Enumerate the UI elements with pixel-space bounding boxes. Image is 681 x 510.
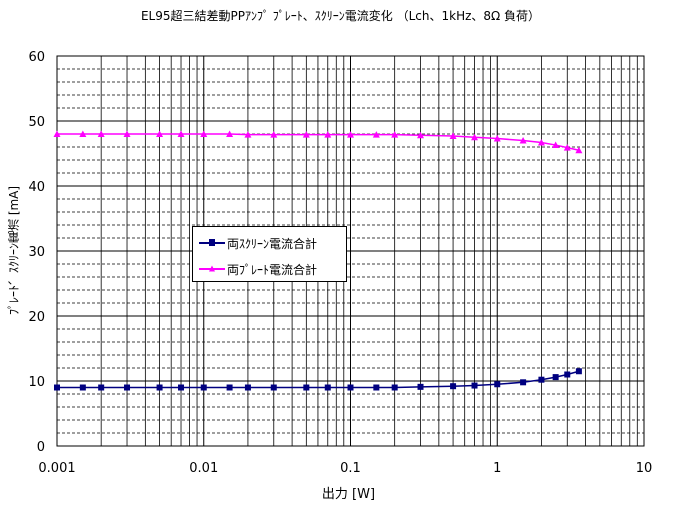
legend-label-screen: 両ｽｸﾘｰﾝ電流合計 bbox=[227, 236, 318, 251]
data-point-plate bbox=[123, 130, 131, 137]
data-point-screen bbox=[54, 384, 60, 391]
data-point-screen bbox=[494, 381, 501, 388]
y-tick-label: 20 bbox=[28, 310, 45, 325]
legend-label-plate: 両ﾌﾟﾚｰﾄ電流合計 bbox=[227, 262, 318, 277]
x-tick-label: 0.001 bbox=[38, 461, 75, 476]
tick-layer: 0 10 20 30 40 50 60 0.001 0.01 0.1 1 10 bbox=[28, 50, 652, 476]
data-point-plate bbox=[270, 131, 278, 138]
data-point-plate bbox=[177, 130, 185, 137]
y-tick-label: 10 bbox=[28, 375, 45, 390]
y-tick-label: 60 bbox=[28, 50, 45, 65]
data-point-plate bbox=[79, 130, 87, 137]
data-point-plate bbox=[53, 130, 61, 137]
data-point-screen bbox=[200, 384, 207, 391]
data-point-plate bbox=[302, 131, 310, 138]
data-point-screen bbox=[391, 384, 398, 391]
data-point-screen bbox=[98, 384, 105, 391]
y-tick-label: 50 bbox=[28, 115, 45, 130]
data-point-screen bbox=[270, 384, 277, 391]
x-tick-label: 0.1 bbox=[340, 461, 361, 476]
data-point-screen bbox=[244, 384, 251, 391]
data-point-plate bbox=[471, 133, 479, 141]
data-point-screen bbox=[450, 383, 457, 390]
y-tick-label: 40 bbox=[28, 180, 45, 195]
data-point-plate bbox=[372, 131, 380, 138]
data-point-plate bbox=[519, 137, 527, 144]
y-tick-label: 0 bbox=[37, 440, 45, 455]
data-point-screen bbox=[538, 376, 545, 383]
data-point-screen bbox=[303, 384, 310, 391]
x-axis-label: 出力 [W] bbox=[321, 487, 376, 502]
legend-swatch-plate bbox=[199, 262, 225, 276]
chart-title: EL95超三結差動PPｱﾝﾌﾟ ﾌﾟﾚｰﾄ、ｽｸﾘｰﾝ電流変化 （Lch、1kH… bbox=[140, 9, 541, 23]
data-point-plate bbox=[537, 138, 545, 146]
data-point-plate bbox=[97, 130, 105, 137]
y-tick-label: 30 bbox=[28, 245, 45, 260]
data-point-screen bbox=[471, 382, 478, 389]
data-point-screen bbox=[324, 384, 331, 391]
data-point-plate bbox=[244, 131, 252, 138]
grid-layer bbox=[56, 55, 645, 447]
data-point-plate bbox=[391, 131, 399, 138]
legend-item-plate: 両ﾌﾟﾚｰﾄ電流合計 bbox=[199, 260, 317, 278]
data-point-plate bbox=[417, 131, 425, 139]
x-tick-label: 10 bbox=[636, 461, 653, 476]
data-point-screen bbox=[373, 384, 380, 391]
series-line-screen bbox=[57, 370, 580, 389]
data-point-plate bbox=[156, 130, 164, 137]
data-point-plate bbox=[493, 135, 501, 142]
x-tick-label: 0.01 bbox=[189, 461, 218, 476]
data-point-screen bbox=[79, 384, 86, 391]
data-point-screen bbox=[417, 383, 424, 390]
data-point-screen bbox=[178, 384, 185, 391]
data-point-plate bbox=[563, 144, 571, 151]
plot-border bbox=[56, 55, 645, 447]
data-point-screen bbox=[156, 384, 163, 391]
data-point-plate bbox=[552, 141, 560, 149]
data-point-screen bbox=[347, 384, 354, 391]
data-point-screen bbox=[124, 384, 131, 391]
legend: 両ｽｸﾘｰﾝ電流合計 両ﾌﾟﾚｰﾄ電流合計 bbox=[192, 226, 347, 282]
data-point-screen bbox=[575, 368, 582, 375]
data-point-screen bbox=[226, 384, 233, 391]
data-point-plate bbox=[347, 131, 354, 138]
legend-swatch-screen bbox=[199, 236, 225, 250]
series-line-plate bbox=[57, 133, 580, 151]
data-point-plate bbox=[200, 130, 208, 137]
data-point-screen bbox=[564, 371, 571, 378]
data-point-screen bbox=[520, 379, 527, 386]
series-layer bbox=[53, 130, 583, 391]
legend-item-screen: 両ｽｸﾘｰﾝ電流合計 bbox=[199, 234, 317, 252]
data-point-plate bbox=[324, 131, 332, 138]
data-point-plate bbox=[575, 146, 583, 154]
x-tick-label: 1 bbox=[493, 461, 501, 476]
data-point-screen bbox=[552, 374, 559, 381]
data-point-plate bbox=[449, 132, 457, 139]
data-point-plate bbox=[226, 130, 234, 137]
